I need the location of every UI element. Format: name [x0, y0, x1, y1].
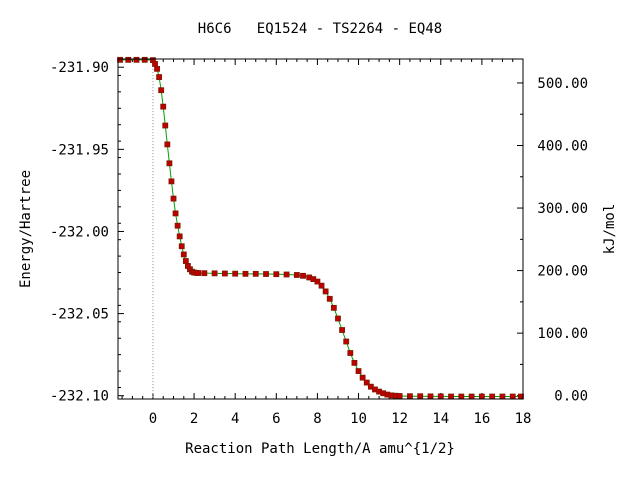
data-point [322, 288, 329, 295]
y2-axis-label: kJ/mol [602, 204, 618, 255]
y-tick-label: -232.10 [50, 389, 109, 405]
data-point [407, 393, 413, 400]
x-tick-label: 2 [190, 411, 198, 427]
data-point [347, 350, 354, 356]
data-point [162, 122, 169, 129]
data-point [499, 393, 506, 400]
y-tick-label: -231.90 [50, 60, 109, 76]
data-point [359, 374, 366, 381]
data-point [314, 278, 321, 285]
y2-tick-label: 300.00 [537, 201, 588, 217]
x-tick-label: 16 [473, 411, 490, 427]
data-point [125, 56, 132, 63]
data-point [489, 393, 496, 400]
chart-title: H6C6 EQ1524 - TS2264 - EQ48 [198, 21, 442, 37]
y2-tick-label: 400.00 [537, 139, 588, 155]
x-axis-label: Reaction Path Length/A amu^{1/2} [185, 441, 455, 457]
data-point [195, 270, 202, 276]
data-point [168, 178, 175, 185]
x-tick-label: 0 [149, 411, 157, 427]
data-point [152, 61, 158, 67]
data-point [355, 368, 362, 374]
data-point [273, 271, 280, 278]
data-point [133, 56, 140, 63]
y-tick-label: -232.00 [50, 224, 109, 240]
data-point [221, 270, 228, 277]
data-point [252, 270, 259, 277]
y-tick-label: -232.05 [50, 307, 109, 323]
data-point [242, 270, 249, 277]
y2-tick-label: 100.00 [537, 326, 588, 342]
data-point [437, 393, 444, 400]
data-point [176, 233, 183, 240]
data-point [326, 295, 333, 302]
data-point [141, 56, 148, 63]
y-tick-label: -231.95 [50, 142, 109, 158]
data-point [509, 393, 516, 400]
data-point [178, 243, 185, 250]
data-point [283, 271, 290, 278]
data-point [158, 87, 165, 94]
data-point [232, 270, 239, 277]
x-tick-label: 12 [391, 411, 408, 427]
x-tick-label: 10 [350, 411, 367, 427]
data-point [478, 393, 485, 400]
axis-ticks: 0 2 4 6 8 10 12 14 16 18 -231.90 -231.95 -232.00 -232… [50, 58, 588, 427]
data-point [448, 393, 454, 400]
data-point [363, 379, 370, 386]
data-point [458, 393, 465, 400]
energy-curve-points [117, 56, 524, 400]
data-point [293, 272, 300, 278]
x-tick-label: 8 [313, 411, 321, 427]
data-point [468, 393, 475, 400]
data-point [170, 195, 177, 202]
y2-tick-label: 200.00 [537, 264, 588, 280]
data-point [396, 393, 403, 399]
data-point [339, 327, 345, 333]
data-point [330, 304, 337, 311]
data-point [172, 210, 179, 217]
data-point [156, 74, 163, 80]
data-point [211, 270, 218, 277]
data-point [201, 270, 208, 277]
data-point [417, 393, 424, 400]
data-point [174, 222, 181, 229]
data-point [160, 103, 167, 110]
data-point [180, 251, 187, 258]
x-tick-label: 14 [432, 411, 449, 427]
y-axis-label: Energy/Hartree [18, 170, 34, 288]
y2-tick-label: 500.00 [537, 76, 588, 92]
data-point [263, 271, 269, 277]
y2-tick-label: 0.00 [554, 389, 588, 405]
x-tick-label: 4 [231, 411, 239, 427]
data-point [343, 338, 350, 345]
plot-frame [117, 58, 524, 400]
data-point [351, 359, 358, 366]
data-point [335, 315, 341, 322]
data-point [182, 258, 189, 264]
data-point [427, 393, 434, 400]
x-tick-label: 6 [272, 411, 280, 427]
data-point [300, 272, 306, 279]
data-point [318, 282, 325, 289]
data-point [166, 160, 173, 167]
x-tick-label: 18 [515, 411, 532, 427]
data-point [164, 141, 171, 148]
data-point [154, 65, 160, 72]
